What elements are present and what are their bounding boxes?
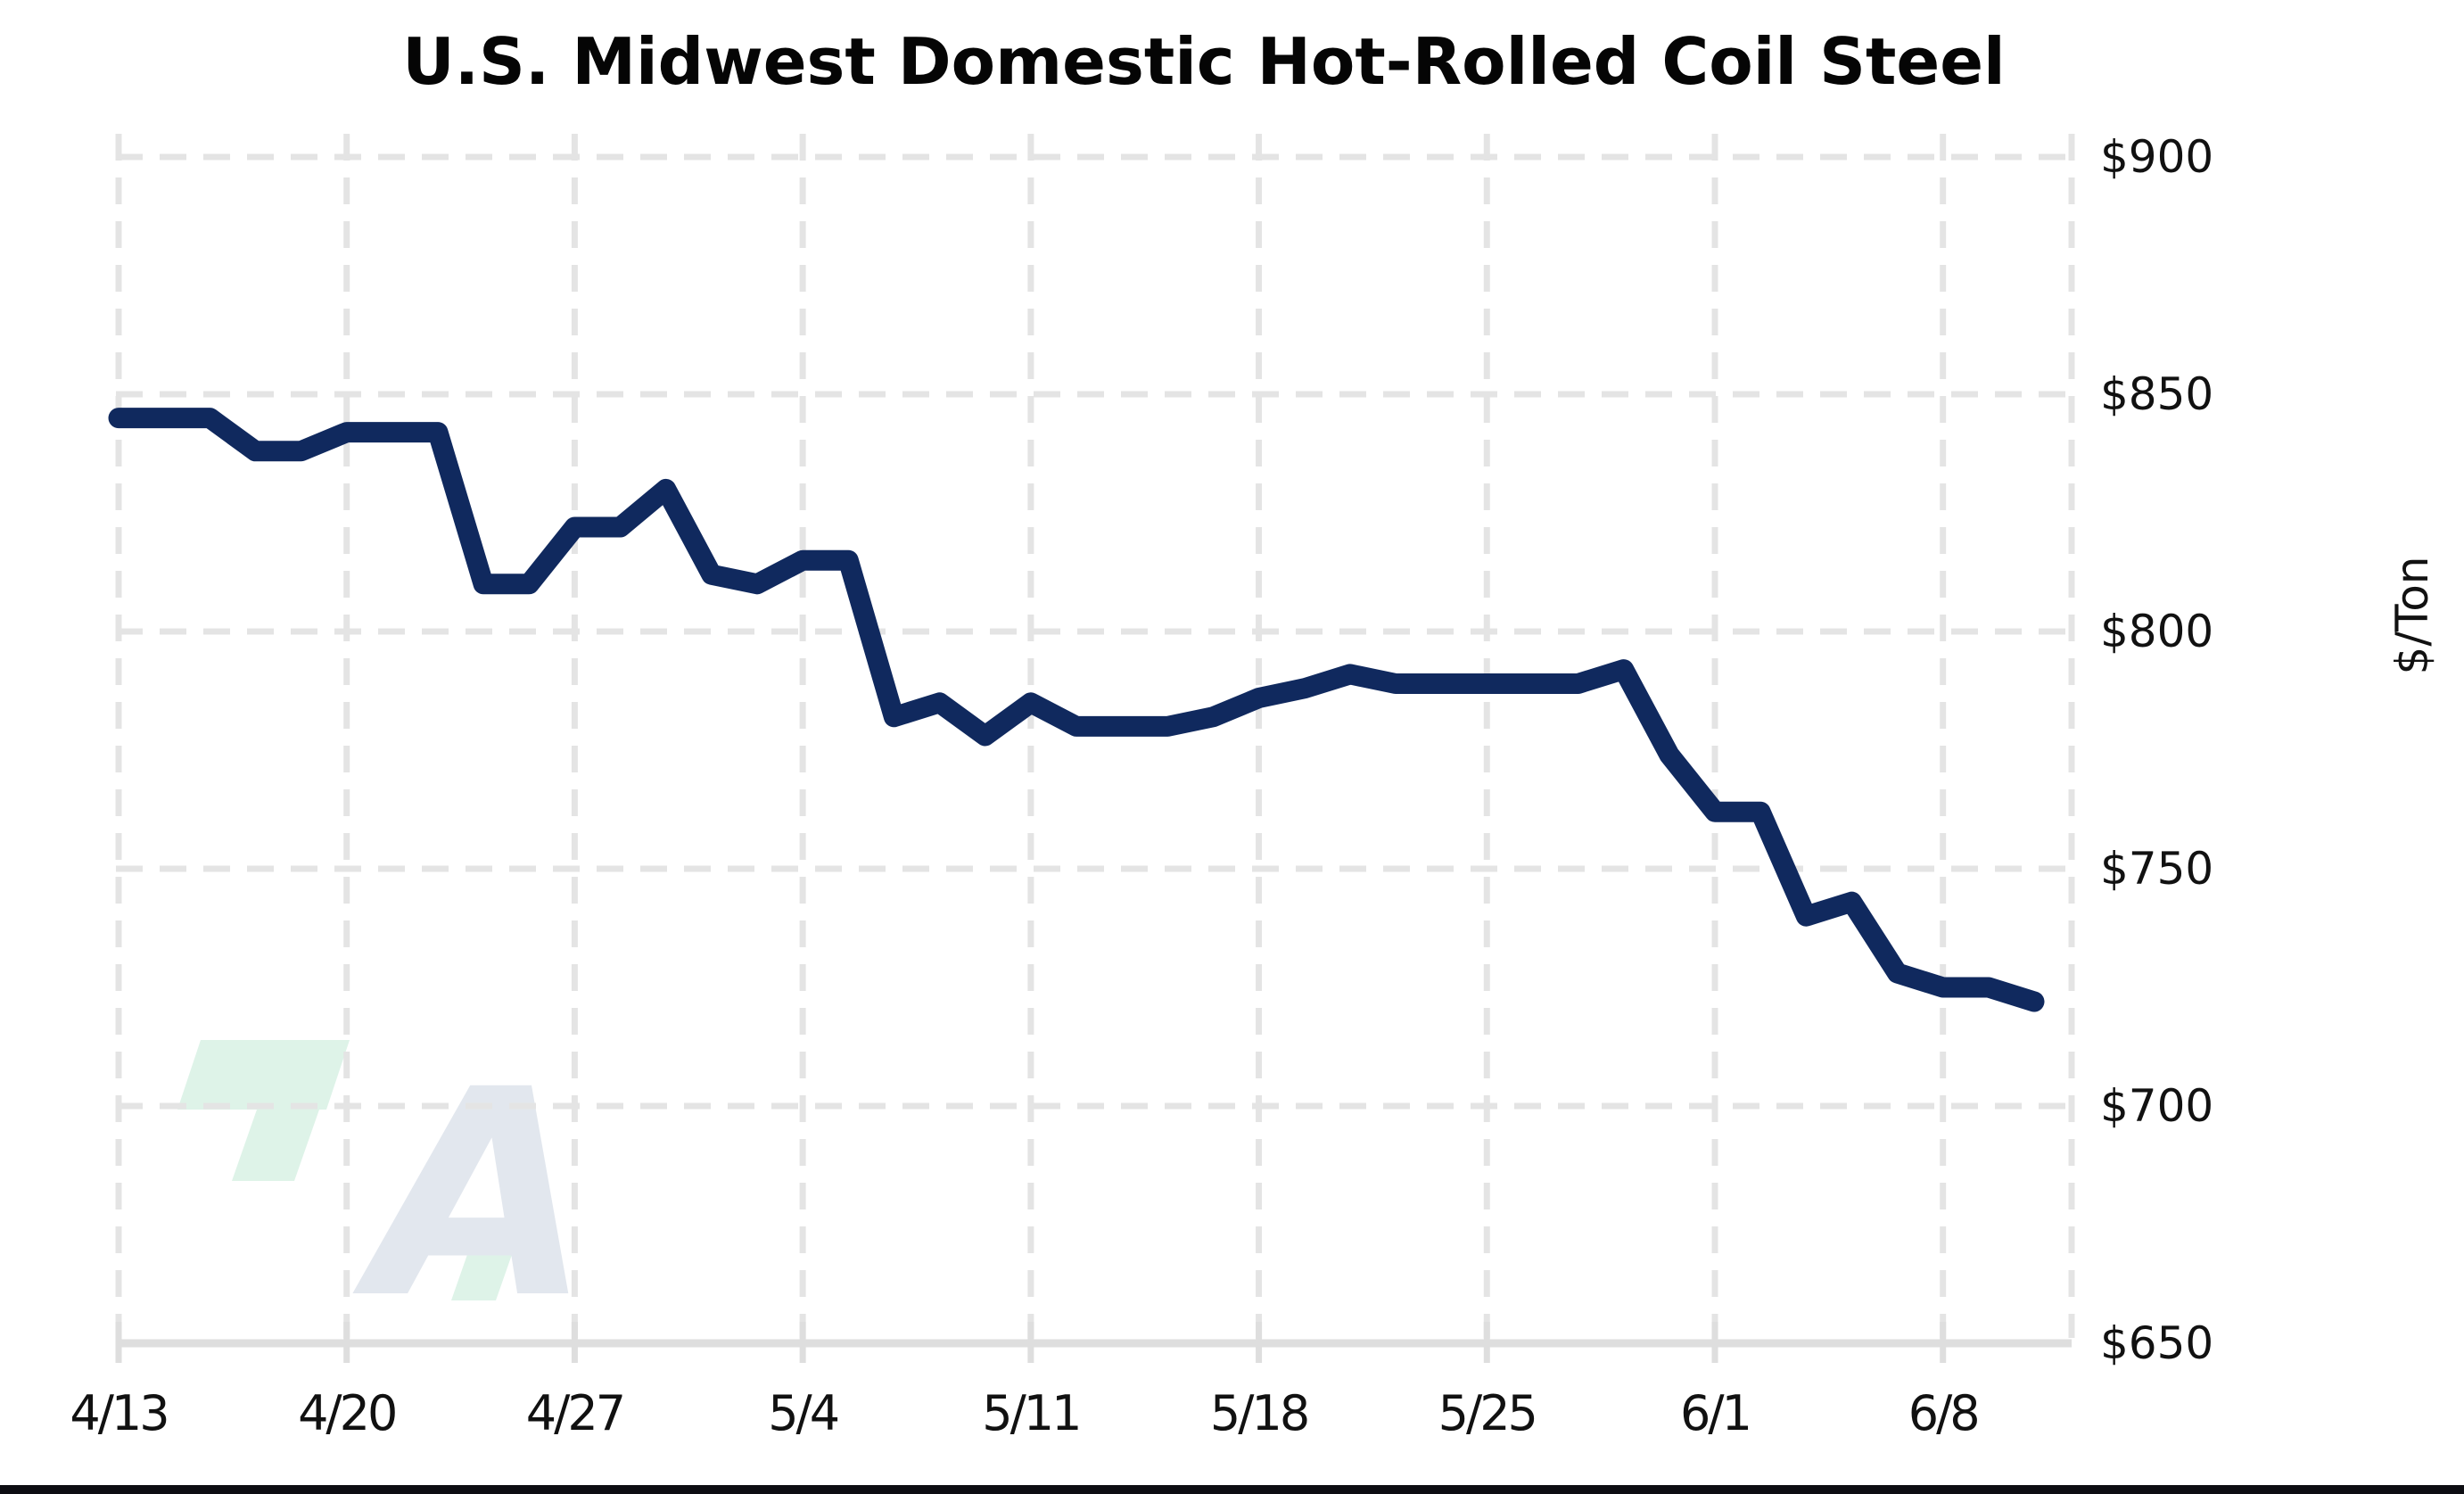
y-tick-label: $850 bbox=[2100, 368, 2213, 420]
watermark-logo: A bbox=[177, 1029, 592, 1361]
axes bbox=[115, 1322, 2072, 1363]
y-tick-label: $800 bbox=[2100, 606, 2213, 657]
x-tick-label: 4/27 bbox=[526, 1385, 623, 1441]
tick-labels: $900 $850 $800 $750 $700 $650 4/13 4/20 4/27 5/4 5… bbox=[70, 131, 2213, 1441]
x-tick-label: 5/25 bbox=[1438, 1385, 1536, 1441]
x-tick-label: 5/11 bbox=[982, 1385, 1079, 1441]
y-tick-label: $650 bbox=[2100, 1317, 2213, 1369]
price-line bbox=[108, 408, 2045, 1012]
x-tick-label: 6/1 bbox=[1680, 1385, 1750, 1441]
x-tick-label: 6/8 bbox=[1908, 1385, 1978, 1441]
chart-title: U.S. Midwest Domestic Hot-Rolled Coil St… bbox=[402, 24, 2006, 99]
y-axis-unit-label: $/Ton bbox=[2386, 557, 2438, 675]
x-tick-label: 5/4 bbox=[768, 1385, 838, 1441]
watermark-flag-sliver bbox=[451, 1247, 515, 1300]
watermark-flag-top bbox=[177, 1040, 350, 1110]
gridlines bbox=[115, 134, 2075, 1338]
y-tick-label: $750 bbox=[2100, 843, 2213, 895]
x-tick-label: 4/20 bbox=[298, 1385, 395, 1441]
watermark-flag-leg bbox=[232, 1110, 319, 1181]
x-tick-label: 4/13 bbox=[70, 1385, 167, 1441]
bottom-bar bbox=[0, 1485, 2464, 1494]
y-tick-label: $700 bbox=[2100, 1080, 2213, 1132]
price-line-group bbox=[108, 408, 2045, 1012]
y-tick-label: $900 bbox=[2100, 131, 2213, 183]
watermark-letter: A bbox=[349, 1029, 592, 1361]
x-tick-label: 5/18 bbox=[1210, 1385, 1307, 1441]
